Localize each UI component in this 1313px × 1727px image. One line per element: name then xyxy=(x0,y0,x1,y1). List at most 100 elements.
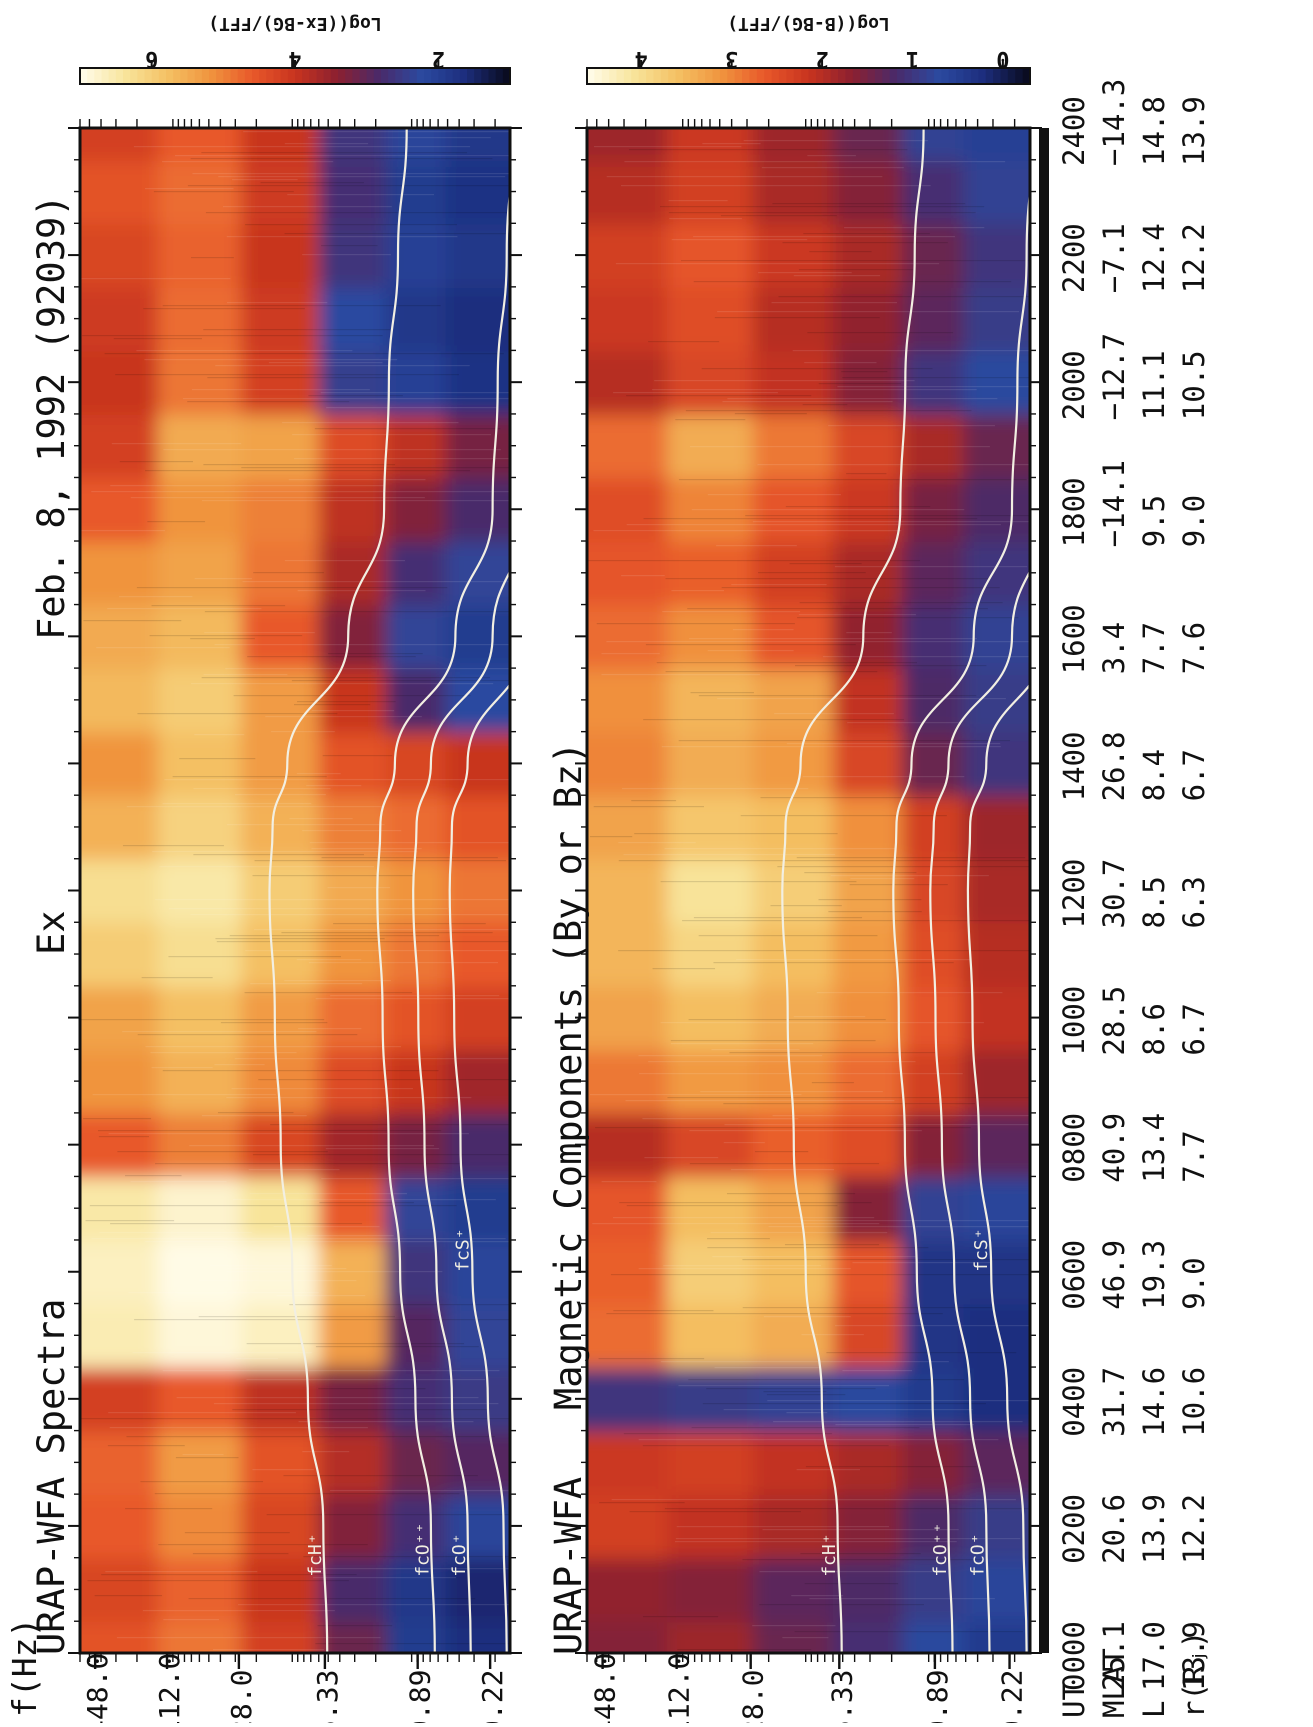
magnetic-heatmap-cell xyxy=(832,921,904,987)
ex-colorbar-segment xyxy=(459,68,468,84)
magnetic-heatmap-cell xyxy=(587,921,669,987)
ex-heatmap-cell xyxy=(241,1556,320,1623)
ex-heatmap-cell xyxy=(385,1429,447,1496)
ephemeris-row-label: r(Rⱼ) xyxy=(1177,1631,1211,1718)
ex-heatmap-streak xyxy=(204,632,315,634)
date-title: Feb. 8, 1992 (92039) xyxy=(30,194,73,640)
ex-heatmap-streak xyxy=(80,1418,510,1420)
ex-colorbar-segment xyxy=(180,68,189,84)
ex-heatmap-cell xyxy=(157,1493,243,1559)
ex-heatmap-streak xyxy=(201,1115,307,1117)
ex-heatmap-cell xyxy=(385,730,447,797)
ephemeris-cell-l: 11.1 xyxy=(1137,350,1171,420)
ex-heatmap-streak xyxy=(92,1094,276,1096)
magnetic-heatmap-streak xyxy=(723,1103,976,1105)
magnetic-heatmap-streak xyxy=(707,1238,770,1240)
ex-colorbar-segment xyxy=(309,68,318,84)
ex-heatmap-cell xyxy=(80,1493,159,1559)
magnetic-heatmap-streak xyxy=(721,587,1000,589)
ex-heatmap-cell xyxy=(80,1302,159,1369)
magnetic-heatmap-cell xyxy=(963,857,1030,924)
ex-heatmap-streak xyxy=(172,776,327,778)
magnetic-heatmap-cell xyxy=(752,349,834,415)
ex-heatmap-streak xyxy=(137,713,338,715)
ex-heatmap-streak xyxy=(315,1643,510,1645)
ex-heatmap-streak xyxy=(187,185,510,187)
ephemeris-cell-l: 17.0 xyxy=(1137,1621,1171,1691)
ex-colorbar-segment xyxy=(244,68,253,84)
magnetic-heatmap-cell xyxy=(902,158,965,225)
ex-heatmap-cell xyxy=(445,1366,510,1432)
ex-heatmap-streak xyxy=(214,1064,265,1066)
ex-heatmap-streak xyxy=(83,620,182,622)
magnetic-heatmap-streak xyxy=(713,962,954,964)
magnetic-heatmap-cell xyxy=(832,128,904,161)
ex-heatmap-streak xyxy=(226,236,458,238)
magnetic-line-label: fcH⁺ xyxy=(819,1533,840,1576)
magnetic-heatmap-streak xyxy=(754,1151,809,1153)
magnetic-heatmap-cell xyxy=(963,222,1030,288)
ex-frequency-tick-label: 448.0 xyxy=(81,1653,114,1723)
ex-heatmap-cell xyxy=(80,1111,159,1178)
ephemeris-cell-ut: 0000 xyxy=(1057,1621,1091,1691)
ex-heatmap-streak xyxy=(125,1175,182,1177)
magnetic-frequency-tick-label: 448.0 xyxy=(589,1653,622,1723)
ex-heatmap-cell xyxy=(157,1366,243,1432)
ex-heatmap-cell xyxy=(157,1620,243,1653)
magnetic-heatmap-streak xyxy=(626,524,1001,526)
ex-colorbar-segment xyxy=(237,68,246,84)
ex-heatmap-streak xyxy=(222,206,392,208)
magnetic-heatmap-streak xyxy=(681,260,1030,262)
magnetic-heatmap-cell xyxy=(963,730,1030,797)
magnetic-colorbar-label: Log((B-BG)/FFT) xyxy=(727,13,890,34)
ex-colorbar-segment xyxy=(259,68,267,84)
magnetic-heatmap-cell xyxy=(832,412,904,479)
magnetic-heatmap-cell xyxy=(963,540,1030,606)
ex-colorbar-segment xyxy=(144,68,153,84)
ex-colorbar-segment xyxy=(431,68,439,84)
ex-heatmap-streak xyxy=(145,470,471,472)
ex-heatmap-cell xyxy=(241,857,320,924)
magnetic-heatmap-streak xyxy=(625,1100,895,1102)
ex-heatmap-cell xyxy=(445,1620,510,1653)
magnetic-heatmap-streak xyxy=(675,419,746,421)
ex-heatmap-streak xyxy=(152,851,418,853)
ex-heatmap-streak xyxy=(328,653,423,655)
magnetic-heatmap-cell xyxy=(963,412,1030,479)
ephemeris-cell-l: 12.4 xyxy=(1137,223,1171,293)
magnetic-heatmap-cell xyxy=(752,984,834,1051)
ephemeris-cell-r: 12.2 xyxy=(1177,1494,1211,1564)
ex-heatmap-cell xyxy=(80,857,159,924)
magnetic-heatmap-streak xyxy=(618,950,1030,952)
ex-heatmap-cell xyxy=(157,1238,243,1305)
magnetic-heatmap-cell xyxy=(667,1493,754,1559)
ephemeris-cell-l: 8.4 xyxy=(1137,749,1171,801)
magnetic-heatmap-streak xyxy=(674,1541,957,1543)
ex-heatmap-cell xyxy=(318,1175,387,1241)
ex-heatmap-streak xyxy=(238,1604,510,1606)
magnetic-heatmap-cell xyxy=(587,1620,669,1653)
magnetic-heatmap-streak xyxy=(752,1625,836,1627)
magnetic-heatmap-cell xyxy=(832,794,904,860)
magnetic-heatmap-streak xyxy=(613,392,778,394)
magnetic-heatmap-streak xyxy=(732,629,794,631)
ex-heatmap-streak xyxy=(81,278,231,280)
magnetic-heatmap-cell xyxy=(587,1048,669,1114)
ex-gyrofrequency-lines xyxy=(268,128,510,1653)
ex-heatmap-streak xyxy=(162,1070,439,1072)
magnetic-heatmap-cell xyxy=(667,794,754,860)
magnetic-heatmap-streak xyxy=(742,1307,994,1309)
ex-heatmap-streak xyxy=(226,824,385,826)
magnetic-heatmap-streak xyxy=(842,377,1030,379)
magnetic-heatmap-streak xyxy=(752,521,1030,523)
magnetic-heatmap-streak xyxy=(629,1511,801,1513)
magnetic-heatmap-streak xyxy=(589,1094,802,1096)
ex-heatmap-streak xyxy=(309,842,510,844)
ephemeris-cell-l: 7.7 xyxy=(1137,622,1171,674)
magnetic-line-label: fcS⁺ xyxy=(971,1228,992,1271)
ex-heatmap-streak xyxy=(321,857,498,859)
magnetic-heatmap-streak xyxy=(802,776,965,778)
ephemeris-cell-r: 13.9 xyxy=(1177,1621,1211,1691)
magnetic-colorbar-segment xyxy=(941,68,950,84)
ex-heatmap-cell xyxy=(318,285,387,352)
